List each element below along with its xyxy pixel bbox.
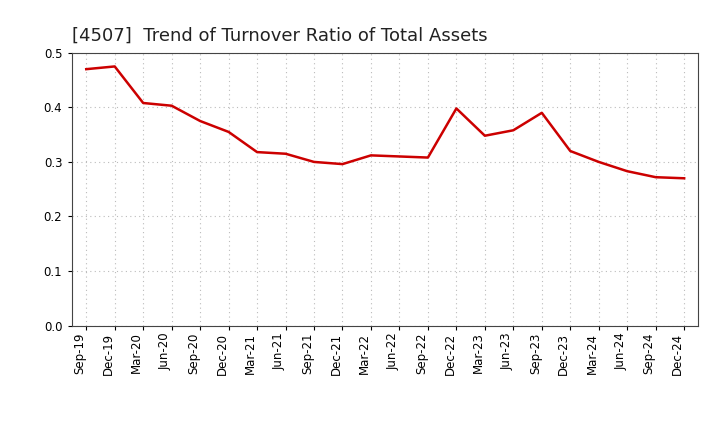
Text: [4507]  Trend of Turnover Ratio of Total Assets: [4507] Trend of Turnover Ratio of Total … (72, 26, 487, 44)
